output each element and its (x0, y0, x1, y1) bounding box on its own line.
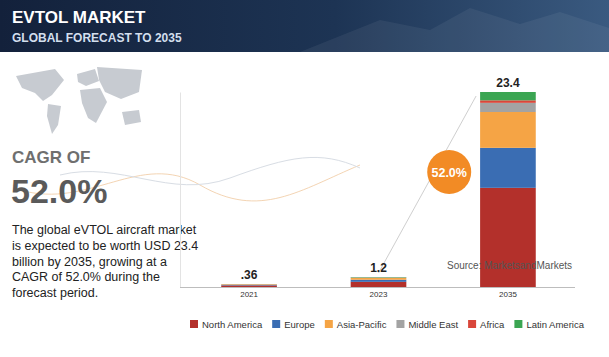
header-subtitle: GLOBAL FORECAST TO 2035 (12, 31, 182, 45)
legend-label: Europe (284, 319, 315, 330)
cagr-badge (427, 150, 471, 194)
bar-segment (221, 285, 277, 287)
continent (16, 69, 64, 101)
total-label: .36 (241, 268, 258, 282)
cagr-label: CAGR OF (12, 148, 90, 167)
summary-text: The global eVTOL aircraft marketis expec… (12, 223, 198, 300)
bar-segment (351, 277, 407, 278)
legend-item: Middle East (396, 319, 458, 330)
header-decoration (300, 8, 609, 52)
legend-item: Europe (272, 319, 315, 330)
legend-swatch (468, 320, 476, 328)
bar-segment (351, 278, 407, 280)
x-tick-label: 2023 (370, 290, 388, 299)
y-axis-line (180, 93, 181, 288)
bar-segment (221, 284, 277, 285)
continent (80, 88, 107, 123)
legend-label: Africa (480, 319, 505, 330)
bar-segment (480, 112, 536, 148)
legend-label: North America (202, 319, 263, 330)
bar-segment (480, 92, 536, 100)
legend-item: North America (190, 319, 263, 330)
bars (221, 92, 536, 287)
legend-label: Middle East (408, 319, 458, 330)
x-tick: 2023 (370, 287, 388, 299)
total-label: 1.2 (370, 261, 387, 275)
x-tick-label: 2035 (499, 290, 517, 299)
bar-segment (480, 100, 536, 103)
y-axis (180, 93, 181, 288)
legend-swatch (396, 320, 404, 328)
world-map (16, 67, 142, 134)
growth-arrow (379, 96, 477, 273)
x-tick: 2035 (499, 287, 517, 299)
bar-segment (480, 188, 536, 287)
cagr-badge-label: 52.0% (431, 166, 466, 180)
continent (47, 104, 61, 134)
legend-item: Latin America (514, 319, 584, 330)
infographic: EVTOL MARKET GLOBAL FORECAST TO 2035 CAGR … (0, 0, 609, 357)
legend-label: Asia-Pacific (337, 319, 387, 330)
bar-segment (351, 280, 407, 282)
legend-item: Asia-Pacific (325, 319, 387, 330)
x-tick: 2021 (240, 287, 258, 299)
continent (77, 69, 99, 86)
continent (122, 110, 141, 125)
header-title: EVTOL MARKET (12, 8, 146, 27)
bar-segment (480, 148, 536, 188)
bar-segment (221, 284, 277, 286)
legend-swatch (272, 320, 280, 328)
bar-segment (221, 284, 277, 285)
total-label: 23.4 (496, 76, 520, 90)
continent (97, 67, 142, 99)
bar-segment (351, 282, 407, 287)
legend: North America Europe Asia-Pacific Middle Ea… (190, 319, 585, 330)
x-tick-label: 2021 (240, 290, 258, 299)
legend-swatch (325, 320, 333, 328)
legend-swatch (514, 320, 522, 328)
legend-label: Latin America (526, 319, 584, 330)
header-band (0, 0, 609, 52)
bar-segment (221, 284, 277, 285)
bar-segment (221, 284, 277, 286)
legend-swatch (190, 320, 198, 328)
cagr-value: 52.0% (11, 172, 107, 210)
x-axis: 2021 2023 2035 (180, 287, 575, 299)
source: Source: MarketsandMarkets (447, 260, 572, 271)
bar-segment (480, 103, 536, 112)
bar-segment (351, 277, 407, 278)
bar-segment (351, 277, 407, 278)
legend-item: Africa (468, 319, 505, 330)
x-axis-line (180, 287, 575, 288)
